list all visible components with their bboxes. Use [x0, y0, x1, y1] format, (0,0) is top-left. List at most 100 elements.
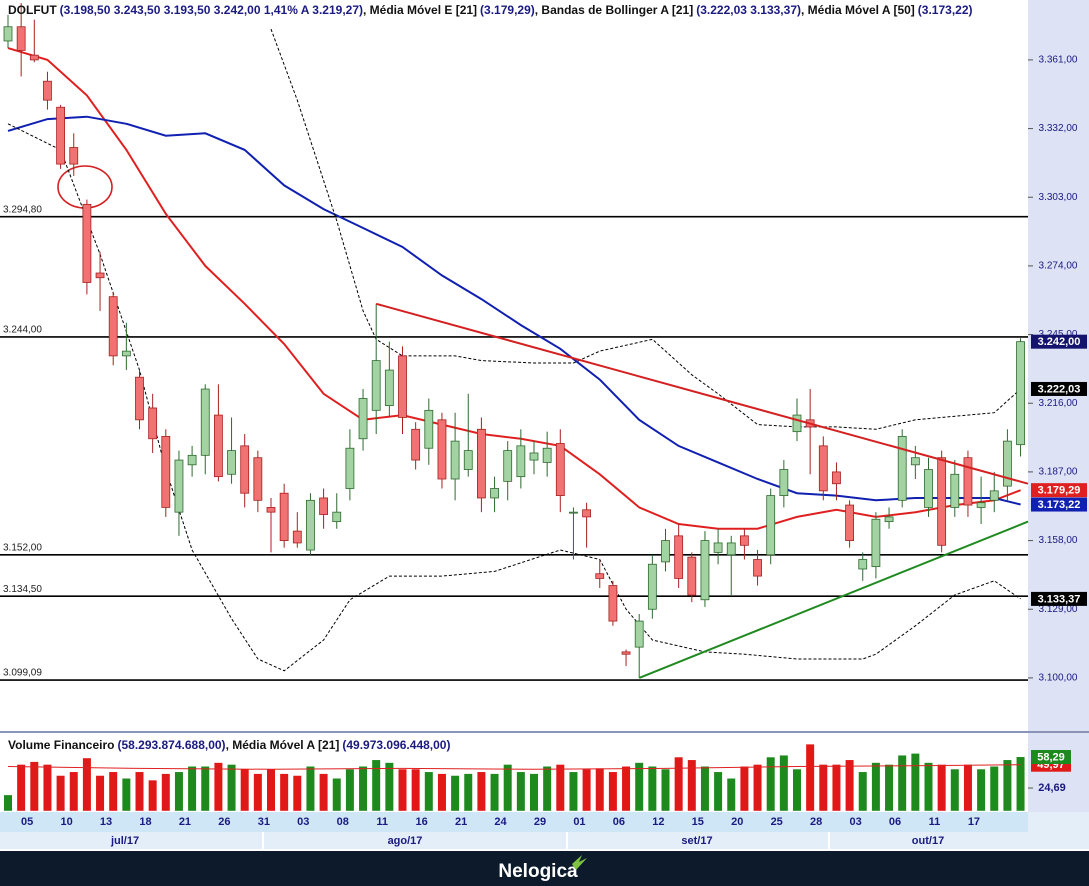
price-tag-label: 3.242,00	[1038, 336, 1081, 348]
candle-body	[56, 106, 65, 165]
candle-body	[950, 473, 960, 508]
volume-bar	[793, 769, 801, 811]
candle-body	[29, 54, 39, 61]
candle-body	[516, 445, 526, 478]
volume-tag	[1031, 750, 1071, 765]
volume-bar	[503, 764, 512, 811]
volume-bar	[372, 760, 381, 811]
volume-bar	[174, 772, 183, 811]
candle-body	[832, 471, 841, 485]
month-axis	[0, 832, 1028, 849]
volume-bar	[516, 772, 525, 811]
candle-body	[227, 450, 236, 475]
logo-icon	[572, 855, 587, 870]
month-label: set/17	[681, 835, 712, 847]
volume-bar	[345, 769, 354, 811]
volume-bar	[937, 764, 946, 811]
candle-body	[687, 556, 697, 596]
volume-bar	[779, 755, 788, 811]
price-axis-panel	[1028, 0, 1089, 812]
month-label: out/17	[912, 835, 944, 847]
y-tick-label: 3.100,00	[1039, 673, 1078, 684]
date-label: 31	[258, 816, 270, 828]
date-label: 03	[297, 816, 309, 828]
candle-body	[358, 398, 368, 440]
candle-body	[108, 296, 118, 357]
candle-body	[897, 435, 907, 501]
volume-bar	[832, 764, 841, 811]
candle-body	[82, 203, 92, 283]
candle-body	[371, 360, 381, 411]
volume-bar	[595, 768, 604, 811]
y-tick-label: 3.332,00	[1039, 123, 1078, 134]
title-name: , Média Móvel E [21]	[363, 3, 477, 17]
candle-body	[463, 450, 473, 470]
volume-bar	[977, 769, 986, 811]
level-label: 3.294,80	[3, 204, 42, 215]
candle-body	[740, 535, 749, 546]
date-label: 21	[455, 816, 467, 828]
price-panel: 3.294,80 3.244,00 3.152,00 3.134,50 3.099,09	[0, 3, 1029, 681]
candle-body	[437, 419, 447, 480]
level-label: 3.099,09	[3, 668, 42, 679]
volume-bar	[161, 773, 170, 811]
volume-title-name: , Média Móvel A [21]	[226, 738, 340, 752]
candle-body	[595, 573, 605, 579]
volume-title-value: (58.293.874.688,00)	[117, 738, 225, 752]
candle-body	[424, 409, 434, 449]
volume-bar	[135, 772, 144, 811]
volume-bar	[819, 764, 828, 811]
volume-bar	[740, 766, 749, 811]
candle-body	[884, 516, 894, 523]
level-label: 3.244,00	[3, 325, 42, 336]
volume-bar	[267, 769, 275, 811]
y-tick-label: 3.361,00	[1039, 55, 1078, 66]
candle-body	[924, 469, 933, 508]
date-label: 10	[60, 816, 72, 828]
candle-body	[661, 540, 670, 563]
y-tick-label: 3.129,00	[1039, 604, 1078, 615]
date-label: 17	[968, 816, 980, 828]
price-tag	[1031, 483, 1087, 498]
volume-bar	[753, 764, 762, 811]
candle-body	[161, 435, 171, 508]
candle-body	[1003, 440, 1012, 487]
candle-body	[476, 428, 486, 499]
indicator-line	[270, 28, 1021, 430]
volume-bar	[635, 762, 644, 811]
candle-body	[542, 447, 552, 463]
volume-bar	[451, 775, 460, 811]
candle-body	[3, 26, 13, 42]
date-label: 28	[810, 816, 822, 828]
title-value: (3.179,29)	[480, 3, 535, 17]
volume-bar	[806, 744, 815, 811]
volume-bar	[687, 760, 696, 811]
volume-bar	[858, 772, 867, 811]
candle-body	[647, 563, 657, 610]
date-label: 20	[731, 816, 743, 828]
candle-body	[240, 445, 250, 494]
volume-ma-line	[7, 764, 1021, 770]
candle-body	[279, 492, 289, 541]
candle-body	[555, 443, 565, 496]
volume-bar	[556, 764, 565, 811]
axis-corner	[1028, 812, 1089, 849]
volume-bar	[82, 758, 91, 811]
candle-body	[292, 530, 302, 544]
volume-bar	[122, 778, 131, 811]
volume-bar	[924, 762, 933, 811]
candle-body	[726, 542, 736, 556]
candle-body	[43, 80, 52, 101]
price-tag	[1031, 591, 1087, 606]
title-value: (3.173,22)	[918, 3, 973, 17]
y-tick-label: 3.274,00	[1039, 261, 1078, 272]
trendline	[375, 302, 1029, 485]
date-label: 13	[100, 816, 112, 828]
candle-body	[450, 440, 460, 480]
volume-bar	[17, 764, 26, 811]
date-label: 11	[929, 816, 941, 828]
candle-body	[253, 457, 263, 501]
date-label: 25	[771, 816, 783, 828]
volume-bar	[319, 773, 328, 811]
